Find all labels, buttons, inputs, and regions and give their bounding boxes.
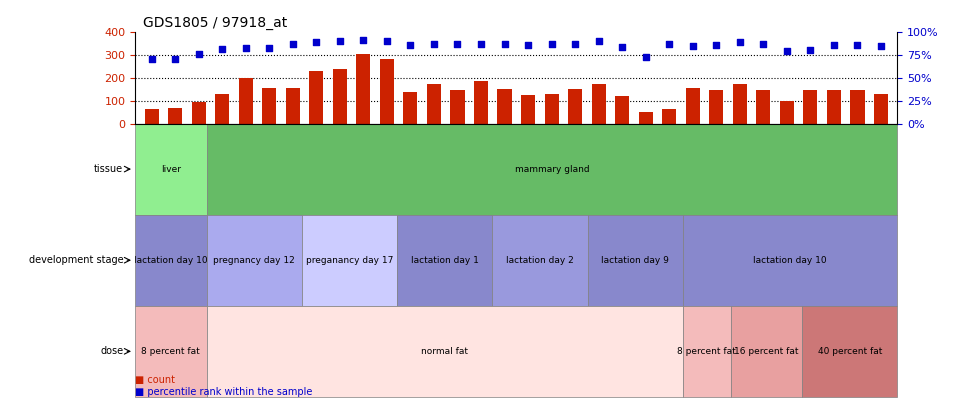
FancyBboxPatch shape — [135, 124, 207, 215]
Point — [779, 47, 794, 54]
Bar — [827, 90, 841, 124]
Bar — [427, 84, 441, 124]
Bar — [168, 109, 182, 124]
Text: lactation day 10: lactation day 10 — [134, 256, 207, 265]
Bar — [262, 88, 276, 124]
Point — [803, 47, 818, 53]
Point — [450, 41, 465, 47]
Point — [356, 36, 372, 43]
Point — [262, 45, 277, 51]
Text: ■ percentile rank within the sample: ■ percentile rank within the sample — [135, 387, 313, 397]
Text: GDS1805 / 97918_at: GDS1805 / 97918_at — [143, 16, 287, 30]
Point — [615, 44, 630, 50]
Text: 8 percent fat: 8 percent fat — [142, 347, 200, 356]
Text: development stage: development stage — [29, 255, 124, 265]
Point — [520, 42, 536, 48]
Point — [661, 41, 676, 47]
FancyBboxPatch shape — [302, 215, 398, 306]
Point — [685, 43, 701, 49]
Point — [379, 37, 395, 44]
Bar — [615, 96, 629, 124]
Bar — [592, 84, 606, 124]
Bar — [215, 94, 230, 124]
Text: lactation day 2: lactation day 2 — [507, 256, 574, 265]
Point — [732, 39, 748, 46]
Text: dose: dose — [100, 346, 124, 356]
Bar — [356, 54, 371, 124]
Bar — [192, 102, 206, 124]
Point — [850, 42, 866, 48]
Text: lactation day 10: lactation day 10 — [754, 256, 827, 265]
Text: 8 percent fat: 8 percent fat — [677, 347, 736, 356]
Text: lactation day 9: lactation day 9 — [601, 256, 670, 265]
Point — [756, 41, 771, 47]
Bar — [803, 90, 817, 124]
FancyBboxPatch shape — [683, 306, 731, 397]
Text: ■ count: ■ count — [135, 375, 175, 385]
Bar — [757, 90, 770, 124]
Point — [167, 55, 182, 62]
Bar — [709, 90, 724, 124]
Text: normal fat: normal fat — [422, 347, 468, 356]
Bar — [286, 88, 300, 124]
Point — [473, 41, 488, 47]
FancyBboxPatch shape — [398, 215, 492, 306]
FancyBboxPatch shape — [492, 215, 588, 306]
Bar — [238, 78, 253, 124]
Point — [214, 46, 230, 52]
Point — [238, 45, 254, 51]
Bar — [874, 94, 888, 124]
Point — [144, 55, 159, 62]
FancyBboxPatch shape — [731, 306, 802, 397]
Bar — [662, 109, 676, 124]
FancyBboxPatch shape — [207, 124, 897, 215]
Bar — [521, 95, 536, 124]
Bar — [780, 101, 794, 124]
Point — [191, 51, 207, 58]
Text: tissue: tissue — [94, 164, 124, 174]
Bar — [403, 92, 418, 124]
Point — [591, 37, 606, 44]
Bar — [568, 90, 582, 124]
Bar — [497, 90, 511, 124]
FancyBboxPatch shape — [207, 215, 302, 306]
Text: 16 percent fat: 16 percent fat — [734, 347, 799, 356]
Text: 40 percent fat: 40 percent fat — [817, 347, 882, 356]
FancyBboxPatch shape — [802, 306, 897, 397]
Text: pregnancy day 12: pregnancy day 12 — [213, 256, 295, 265]
Bar — [145, 109, 158, 124]
Bar — [639, 112, 652, 124]
Text: liver: liver — [161, 164, 180, 174]
Text: preganancy day 17: preganancy day 17 — [306, 256, 393, 265]
Bar — [333, 69, 346, 124]
Text: lactation day 1: lactation day 1 — [411, 256, 479, 265]
FancyBboxPatch shape — [207, 306, 683, 397]
Text: mammary gland: mammary gland — [514, 164, 590, 174]
Point — [497, 41, 512, 47]
Point — [638, 54, 653, 60]
Point — [567, 41, 583, 47]
Bar — [544, 94, 559, 124]
Point — [332, 37, 347, 44]
Point — [309, 39, 324, 46]
FancyBboxPatch shape — [588, 215, 683, 306]
Bar — [732, 84, 747, 124]
Point — [402, 42, 418, 48]
FancyBboxPatch shape — [135, 215, 207, 306]
Bar — [850, 90, 865, 124]
Bar — [380, 59, 394, 124]
Point — [873, 43, 889, 49]
FancyBboxPatch shape — [683, 215, 897, 306]
Point — [427, 41, 442, 47]
Point — [544, 41, 560, 47]
Bar — [686, 88, 700, 124]
FancyBboxPatch shape — [135, 306, 207, 397]
Bar — [474, 81, 488, 124]
Point — [285, 41, 300, 47]
Point — [708, 42, 724, 48]
Point — [826, 42, 841, 48]
Bar — [451, 90, 464, 124]
Bar — [309, 71, 323, 124]
